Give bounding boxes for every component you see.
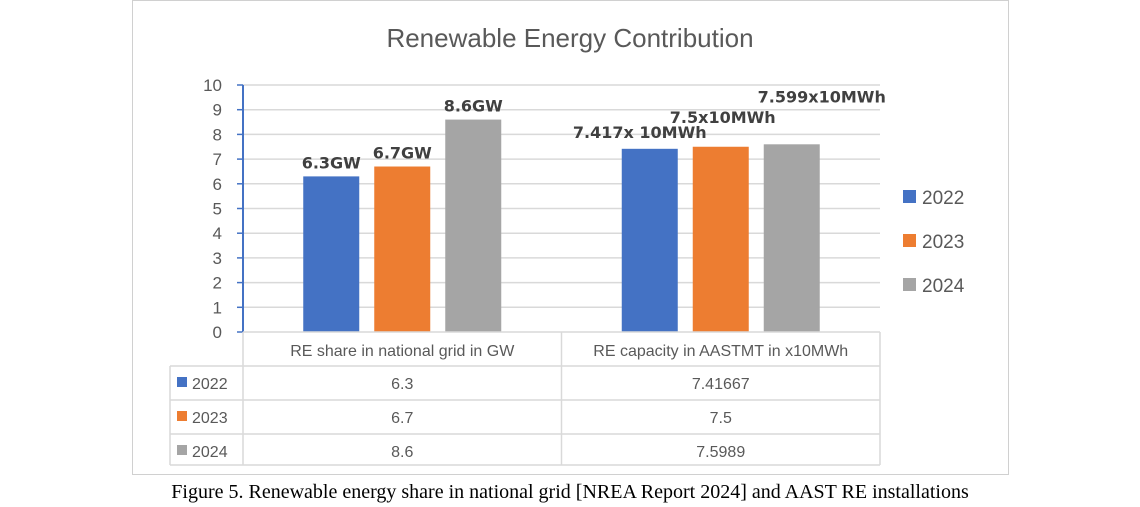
table-cell: 7.5 xyxy=(710,410,732,427)
bar xyxy=(445,119,502,332)
y-tick-label: 7 xyxy=(213,150,222,169)
table-row-label: 2024 xyxy=(192,444,228,461)
legend-key xyxy=(177,411,187,421)
legend-label: 2024 xyxy=(922,276,965,297)
data-label: 8.6GW xyxy=(444,97,503,116)
y-tick-label: 3 xyxy=(213,249,222,268)
data-label: 7.5x10MWh xyxy=(670,108,776,127)
bar xyxy=(763,144,820,332)
y-tick-label: 5 xyxy=(213,200,222,219)
y-tick-label: 2 xyxy=(213,274,222,293)
bar-chart: Renewable Energy Contribution 0 1 2 3 4 5 6 7 8 9… xyxy=(169,23,965,466)
legend-swatch xyxy=(903,278,916,291)
table-cell: 7.41667 xyxy=(692,376,750,393)
legend-label: 2023 xyxy=(922,232,964,253)
legend-swatch xyxy=(903,234,916,247)
y-tick-label: 1 xyxy=(213,298,222,317)
legend-label: 2022 xyxy=(922,188,964,209)
y-tick-label: 4 xyxy=(213,224,222,243)
legend-swatch xyxy=(903,190,916,203)
table-cell: 7.5989 xyxy=(696,444,745,461)
chart-frame xyxy=(132,0,1009,475)
y-tick-label: 10 xyxy=(203,76,222,95)
legend-key xyxy=(177,377,187,387)
table-row-label: 2022 xyxy=(192,376,228,393)
table-row-label: 2023 xyxy=(192,410,228,427)
data-label: 6.3GW xyxy=(302,153,361,172)
table-header: RE capacity in AASTMT in x10MWh xyxy=(593,343,848,360)
table-cell: 6.3 xyxy=(391,376,413,393)
table-cell: 8.6 xyxy=(391,444,413,461)
y-tick-label: 6 xyxy=(213,175,222,194)
table-header: RE share in national grid in GW xyxy=(290,343,515,360)
bar xyxy=(692,146,749,332)
y-tick-label: 9 xyxy=(213,101,222,120)
y-tick-label: 8 xyxy=(213,125,222,144)
data-label: 6.7GW xyxy=(373,144,432,163)
table-cell: 6.7 xyxy=(391,410,413,427)
bar xyxy=(303,176,360,332)
data-label: 7.417x 10MWh xyxy=(573,123,707,142)
bar xyxy=(374,166,431,332)
y-tick-label: 0 xyxy=(213,323,222,342)
legend-key xyxy=(177,445,187,455)
data-label: 7.599x10MWh xyxy=(758,87,886,106)
figure-caption: Figure 5. Renewable energy share in nati… xyxy=(171,481,969,503)
chart-title: Renewable Energy Contribution xyxy=(386,23,753,53)
bar xyxy=(621,148,678,332)
